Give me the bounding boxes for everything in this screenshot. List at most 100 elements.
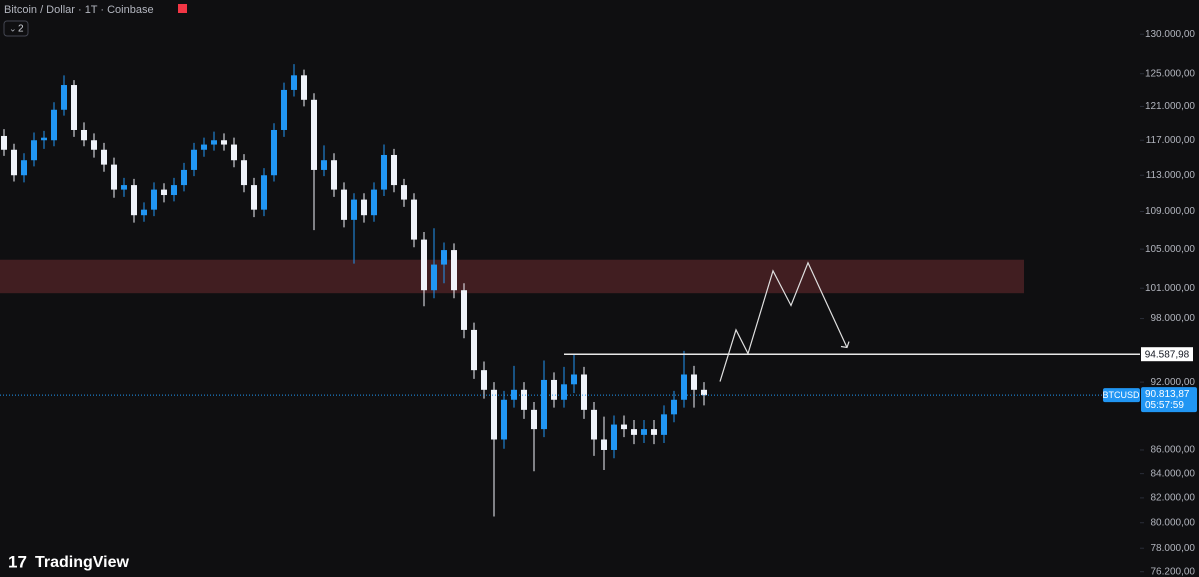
y-tick-label: 109.000,00 bbox=[1145, 206, 1195, 217]
y-tick-label: 76.200,00 bbox=[1151, 566, 1196, 577]
candle-body bbox=[691, 374, 697, 390]
y-tick-label: 78.000,00 bbox=[1151, 543, 1196, 554]
candle-body bbox=[381, 154, 387, 190]
candle-body bbox=[411, 199, 417, 240]
y-tick-label: 125.000,00 bbox=[1145, 68, 1195, 79]
candle-body bbox=[581, 374, 587, 410]
candle-body bbox=[1, 135, 7, 150]
badge-chevron: ⌄ bbox=[9, 23, 17, 33]
candle-body bbox=[531, 409, 537, 430]
candle-body bbox=[341, 189, 347, 220]
y-tick-label: 86.000,00 bbox=[1151, 445, 1196, 456]
candle-body bbox=[311, 99, 317, 170]
y-tick-label: 101.000,00 bbox=[1145, 283, 1195, 294]
candle-body bbox=[551, 379, 557, 400]
candle-body bbox=[571, 374, 577, 385]
countdown-label: 05:57:59 bbox=[1145, 400, 1184, 411]
candle-body bbox=[321, 160, 327, 170]
candle-body bbox=[181, 169, 187, 186]
candle-body bbox=[91, 140, 97, 150]
candle-body bbox=[11, 149, 17, 176]
brand-name[interactable]: TradingView bbox=[35, 554, 130, 571]
candle-body bbox=[351, 199, 357, 220]
candle-body bbox=[611, 424, 617, 450]
y-tick-label: 82.000,00 bbox=[1151, 493, 1196, 504]
price-line-label: 94.587,98 bbox=[1145, 349, 1190, 360]
plot-area bbox=[0, 64, 1140, 517]
candle-body bbox=[211, 140, 217, 145]
candle-body bbox=[171, 185, 177, 196]
candle-body bbox=[371, 189, 377, 216]
candle-body bbox=[361, 199, 367, 216]
y-tick-label: 98.000,00 bbox=[1151, 313, 1196, 324]
projection-path bbox=[719, 261, 848, 382]
candle-body bbox=[31, 140, 37, 161]
candle-body bbox=[701, 389, 707, 396]
candle-body bbox=[391, 154, 397, 186]
candle-body bbox=[61, 85, 67, 110]
candle-body bbox=[201, 144, 207, 150]
candle-body bbox=[541, 379, 547, 430]
candle-body bbox=[441, 250, 447, 265]
candle-body bbox=[641, 429, 647, 435]
candle-body bbox=[681, 374, 687, 400]
y-tick-label: 113.000,00 bbox=[1146, 170, 1196, 181]
candle-body bbox=[131, 185, 137, 216]
candle-body bbox=[121, 185, 127, 190]
chart-title: Bitcoin / Dollar · 1T · Coinbase bbox=[4, 4, 154, 16]
candle-body bbox=[241, 160, 247, 186]
candle-body bbox=[291, 75, 297, 90]
candle-body bbox=[111, 164, 117, 190]
flag-icon bbox=[178, 4, 187, 13]
candle-body bbox=[51, 109, 57, 141]
candle-body bbox=[71, 85, 77, 130]
candle-body bbox=[591, 409, 597, 440]
candle-body bbox=[521, 389, 527, 410]
zone bbox=[0, 259, 1024, 294]
y-tick-label: 92.000,00 bbox=[1151, 377, 1196, 388]
badge[interactable] bbox=[3, 20, 29, 37]
candle-body bbox=[271, 129, 277, 176]
candle-body bbox=[231, 144, 237, 161]
y-tick-label: 117.000,00 bbox=[1146, 135, 1196, 146]
candle-body bbox=[151, 189, 157, 210]
candle-body bbox=[631, 429, 637, 435]
candle-body bbox=[41, 137, 47, 141]
price-line-label-bg bbox=[1141, 347, 1193, 362]
candle-body bbox=[621, 424, 627, 430]
candle-body bbox=[251, 185, 257, 210]
candle-body bbox=[81, 129, 87, 141]
candle-body bbox=[431, 264, 437, 291]
y-tick-label: 80.000,00 bbox=[1151, 517, 1196, 528]
candle-body bbox=[561, 384, 567, 400]
candle-body bbox=[261, 175, 267, 210]
candle-body bbox=[601, 439, 607, 450]
candle-body bbox=[421, 239, 427, 291]
candle-body bbox=[21, 160, 27, 176]
candle-body bbox=[161, 189, 167, 196]
y-tick-label: 121.000,00 bbox=[1145, 101, 1195, 112]
candle-body bbox=[331, 160, 337, 190]
y-tick-label: 105.000,00 bbox=[1145, 244, 1195, 255]
candle-body bbox=[651, 429, 657, 435]
last-price-bg bbox=[1141, 387, 1197, 413]
candle-body bbox=[661, 414, 667, 435]
symbol-label-bg bbox=[1103, 388, 1140, 403]
candle-body bbox=[141, 209, 147, 216]
projection-arrow bbox=[840, 341, 850, 349]
candle-body bbox=[401, 185, 407, 200]
candle-body bbox=[471, 329, 477, 371]
candle-body bbox=[491, 389, 497, 440]
candle-body bbox=[461, 290, 467, 330]
last-price-label: 90.813,87 bbox=[1145, 389, 1190, 400]
candle-body bbox=[301, 75, 307, 100]
candle-body bbox=[221, 140, 227, 145]
brand-logo: 17 bbox=[8, 552, 27, 571]
candle-body bbox=[451, 250, 457, 291]
candle-body bbox=[281, 89, 287, 130]
y-tick-label: 84.000,00 bbox=[1151, 468, 1196, 479]
price-axis bbox=[1140, 0, 1199, 577]
symbol-label: BTCUSD bbox=[1102, 390, 1140, 400]
